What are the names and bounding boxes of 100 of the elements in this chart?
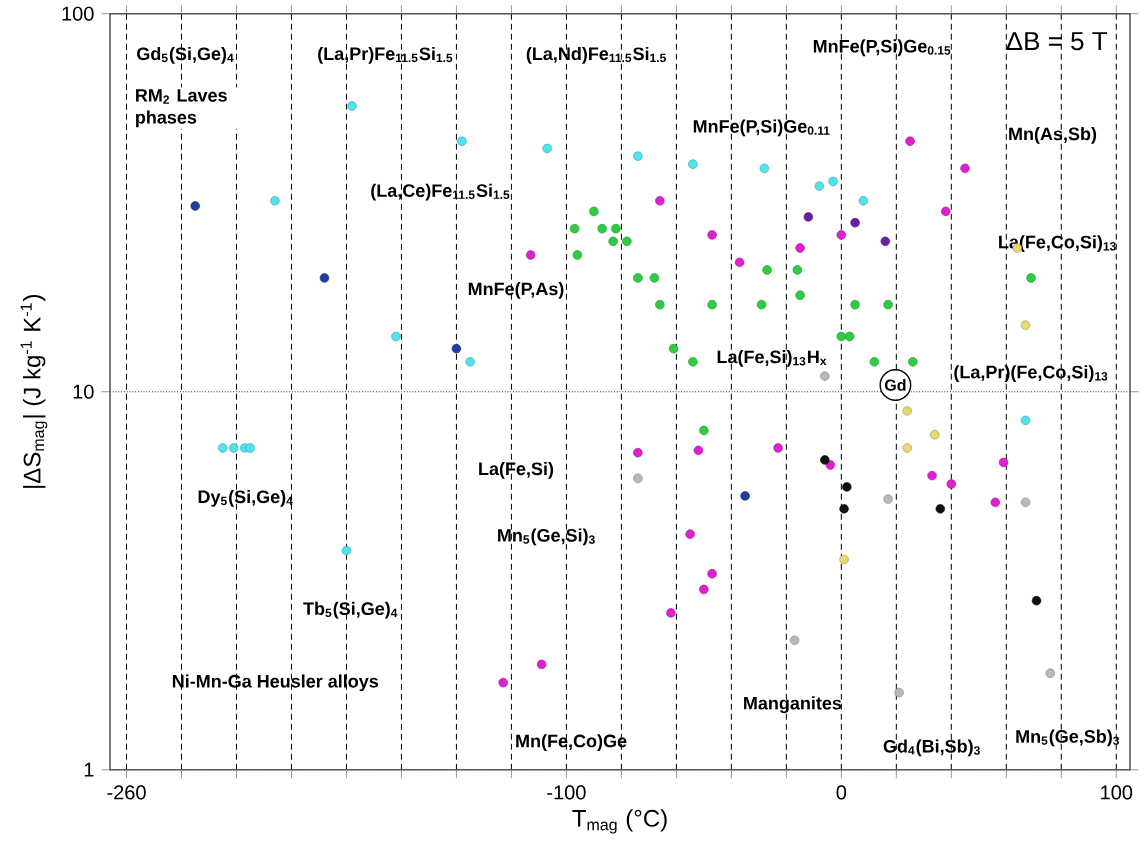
point bbox=[655, 300, 665, 310]
point bbox=[451, 344, 462, 354]
point bbox=[734, 257, 745, 268]
annotation: RM$_{2}$ Laves phases bbox=[136, 89, 227, 128]
annotation: MnFe(P,Si)Ge$_{0.11}$ bbox=[693, 119, 830, 137]
point bbox=[525, 250, 536, 260]
point bbox=[825, 460, 836, 470]
point bbox=[649, 273, 660, 283]
point bbox=[946, 479, 956, 489]
point bbox=[622, 236, 632, 247]
annotation: ΔB = 5 T bbox=[1006, 32, 1108, 51]
point bbox=[1026, 273, 1036, 283]
point bbox=[569, 224, 580, 234]
annotation: Ni-Mn-Ga Heusler alloys bbox=[172, 674, 379, 692]
point bbox=[844, 331, 855, 342]
annotation: Mn(Fe,Co)Ge bbox=[516, 734, 627, 752]
point bbox=[688, 357, 698, 367]
point bbox=[1031, 596, 1042, 606]
point bbox=[935, 504, 946, 514]
y-tick-label: 10 bbox=[73, 384, 94, 399]
point bbox=[759, 163, 770, 174]
point bbox=[347, 101, 357, 111]
point bbox=[611, 224, 621, 234]
point bbox=[589, 206, 599, 217]
point bbox=[1020, 320, 1031, 331]
y-tick-label: 1 bbox=[84, 762, 94, 777]
point bbox=[685, 529, 695, 539]
point bbox=[633, 473, 643, 484]
point bbox=[792, 265, 803, 275]
annotation: MnFe(P,Si)Ge$_{0.15}$ bbox=[813, 39, 951, 57]
point bbox=[814, 181, 825, 191]
point bbox=[902, 406, 913, 416]
point bbox=[756, 300, 767, 310]
point bbox=[839, 554, 849, 565]
annotation: Gd$_{4}$(Bi,Sb)$_{3}$ bbox=[883, 739, 980, 757]
point bbox=[688, 159, 698, 169]
point bbox=[699, 425, 709, 436]
x-tick-label: 100 bbox=[1101, 785, 1133, 800]
point bbox=[905, 136, 915, 147]
annotation: Gd$_{5}$(Si,Ge)$_{4}$ bbox=[137, 47, 234, 64]
point bbox=[655, 196, 665, 206]
point bbox=[666, 608, 676, 618]
point bbox=[536, 659, 547, 670]
point bbox=[190, 201, 200, 211]
y-axis-title: |ΔS$_{mag}$| (J kg$^{-1}$ K$^{-1}$) bbox=[20, 295, 48, 488]
annotation: Gd bbox=[884, 379, 906, 391]
point bbox=[1020, 497, 1031, 508]
point bbox=[245, 443, 255, 453]
point bbox=[1045, 668, 1055, 679]
point bbox=[668, 344, 679, 354]
annotation: Mn(As,Sb) bbox=[1009, 127, 1097, 144]
x-axis-title: T$_{mag}$ (°C) bbox=[572, 809, 667, 834]
point bbox=[707, 230, 717, 240]
point bbox=[270, 196, 280, 206]
point bbox=[699, 584, 709, 595]
point bbox=[883, 300, 893, 310]
point bbox=[633, 151, 643, 161]
annotation: Mn$_{5}$(Ge,Si)$_{3}$ bbox=[498, 528, 595, 546]
point bbox=[990, 497, 1000, 508]
annotation: La(Fe,Si) bbox=[479, 462, 554, 479]
x-tick-label: -260 bbox=[107, 785, 146, 800]
point bbox=[457, 136, 467, 147]
point bbox=[927, 471, 937, 481]
annotation: (La,Pr)Fe$_{11.5}$Si$_{1.5}$ bbox=[318, 47, 453, 64]
point bbox=[740, 491, 750, 501]
annotation: (La,Pr)(Fe,Co,Si)$_{13}$ bbox=[954, 365, 1108, 383]
annotation: (La,Ce)Fe$_{11.5}$Si$_{1.5}$ bbox=[371, 183, 510, 201]
point bbox=[839, 504, 849, 514]
point bbox=[218, 443, 228, 453]
point bbox=[960, 163, 970, 174]
point bbox=[341, 546, 352, 556]
point bbox=[894, 688, 904, 698]
annotation: (La,Nd)Fe$_{11.5}$Si$_{1.5}$ bbox=[526, 47, 666, 64]
point bbox=[803, 212, 814, 222]
annotation: Mn$_{5}$(Ge,Sb)$_{3}$ bbox=[1016, 729, 1120, 747]
point bbox=[795, 243, 805, 253]
annotation: Tb$_{5}$(Si,Ge)$_{4}$ bbox=[303, 601, 398, 619]
point bbox=[908, 357, 918, 367]
annotation: Manganites bbox=[744, 696, 842, 714]
point bbox=[880, 236, 891, 247]
point bbox=[693, 445, 704, 456]
annotation: La(Fe,Si)$_{13}$H$_{x}$ bbox=[717, 350, 827, 367]
point bbox=[572, 250, 583, 260]
point bbox=[597, 224, 607, 234]
point bbox=[820, 455, 830, 465]
annotation: La(Fe,Co,Si)$_{13}$ bbox=[999, 235, 1116, 253]
point bbox=[836, 230, 847, 240]
point bbox=[465, 357, 475, 367]
point bbox=[707, 569, 717, 579]
point bbox=[869, 357, 880, 367]
annotation: Dy$_{5}$(Si,Ge)$_{4}$ bbox=[198, 490, 293, 507]
point bbox=[883, 494, 893, 504]
point bbox=[998, 457, 1009, 468]
point bbox=[850, 300, 860, 310]
point bbox=[850, 218, 860, 228]
point bbox=[633, 448, 643, 458]
x-tick-label: 0 bbox=[836, 785, 847, 800]
point bbox=[789, 635, 800, 646]
point bbox=[773, 443, 783, 453]
point bbox=[319, 273, 330, 283]
